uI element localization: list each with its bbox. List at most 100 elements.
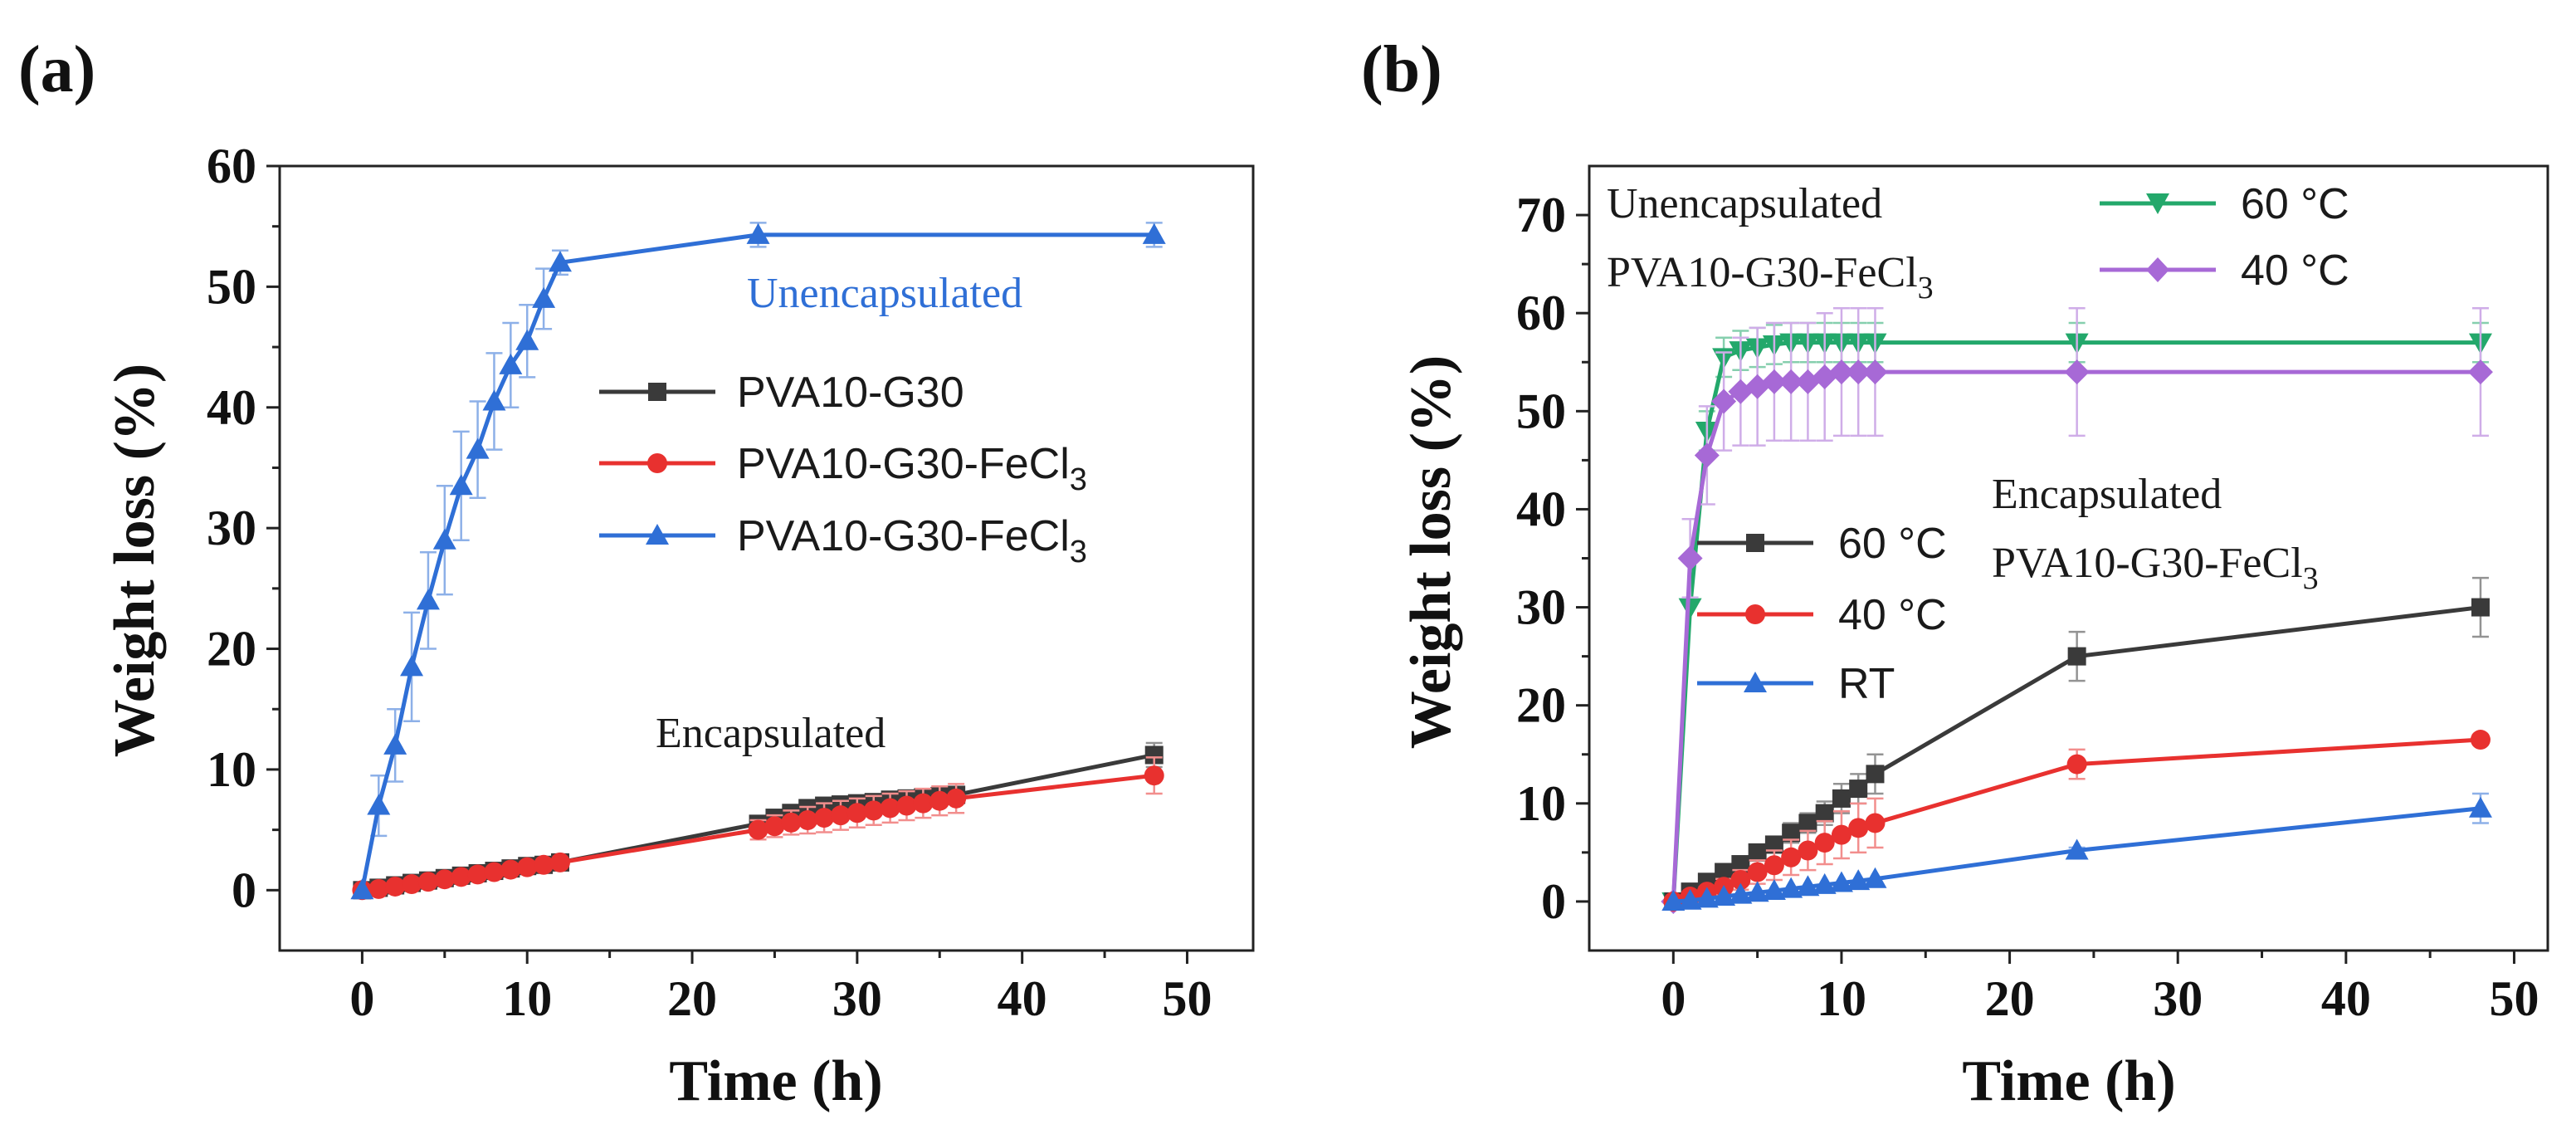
legend-marker-diamond	[2146, 257, 2169, 282]
legend-item-60c-encapsulated: 60 °C	[1697, 520, 1947, 568]
marker-circle	[1144, 765, 1164, 786]
marker-diamond	[1862, 359, 1888, 385]
marker-circle	[402, 874, 422, 895]
marker-square	[1815, 804, 1834, 823]
marker-circle	[929, 790, 950, 811]
y-tick-label: 60	[207, 139, 256, 193]
marker-circle	[781, 812, 802, 833]
marker-circle	[830, 805, 851, 826]
marker-circle	[764, 816, 785, 837]
series-pva10-g30-fecl3	[352, 756, 1164, 901]
legend-label: 40 °C	[1838, 591, 1947, 639]
marker-circle	[863, 800, 884, 821]
marker-square	[1849, 780, 1868, 799]
chart-a: 0 10 20 30 40 50 0 10 20 30 40 50 60 Time (h) Weight…	[103, 139, 1255, 1113]
marker-square	[1866, 765, 1885, 784]
legend-item-60c-unencapsulated: 60 °C	[2100, 180, 2349, 228]
marker-circle	[1730, 869, 1751, 890]
annotation-unencapsulated-b: Unencapsulated PVA10-G30-FeCl3	[1607, 180, 1934, 305]
x-tick-label: 50	[2489, 971, 2539, 1026]
legend-item-pva10-g30-fecl3: PVA10-G30-FeCl3	[599, 440, 1087, 497]
legend-label: 60 °C	[2241, 180, 2349, 228]
y-tick-label: 50	[207, 259, 256, 314]
marker-square	[1782, 824, 1801, 843]
legend-marker-triangle	[1744, 672, 1767, 692]
marker-triangle-up	[383, 733, 407, 755]
x-tick-label: 30	[2153, 971, 2203, 1026]
legend-marker-circle	[1745, 604, 1765, 624]
y-tick-label: 40	[207, 380, 256, 435]
y-tick-label: 20	[1516, 678, 1566, 733]
marker-diamond	[1677, 545, 1703, 571]
marker-triangle-up	[548, 251, 572, 272]
x-tick-label: 30	[832, 971, 882, 1026]
marker-circle	[1781, 847, 1802, 868]
y-tick-label: 20	[207, 622, 256, 677]
marker-diamond	[1846, 359, 1871, 385]
marker-square	[1144, 745, 1164, 765]
annotation-text: PVA10-G30-FeCl3	[1992, 540, 2319, 596]
marker-circle	[1865, 813, 1886, 833]
marker-square	[1748, 843, 1767, 862]
y-tick-label: 60	[1516, 286, 1566, 340]
marker-triangle-up	[1745, 881, 1769, 902]
marker-triangle-up	[1796, 875, 1820, 897]
marker-circle	[385, 876, 406, 897]
y-tick-label: 10	[1516, 776, 1566, 831]
plot-area-b: 0 10 20 30 40 50 0 10 20 30 40 50 60 70	[1516, 164, 2549, 1026]
marker-triangle-up	[1762, 878, 1786, 900]
marker-triangle-up	[1712, 885, 1736, 907]
legend-marker-square	[1746, 534, 1764, 552]
y-tick-label: 30	[1516, 580, 1566, 635]
x-tick-label: 0	[349, 971, 374, 1026]
x-tick-label: 40	[998, 971, 1047, 1026]
legend-label: PVA10-G30	[737, 369, 964, 417]
legend-item-pva10-g30: PVA10-G30	[599, 369, 964, 417]
marker-diamond	[1828, 359, 1854, 385]
marker-circle	[946, 788, 967, 809]
annotation-text: Unencapsulated	[1607, 180, 1882, 227]
plot-area-a: 0 10 20 30 40 50 0 10 20 30 40 50 60	[207, 139, 1255, 1026]
marker-triangle-up	[515, 329, 539, 350]
series-40-c	[1661, 307, 2493, 914]
legend-label: 40 °C	[2241, 247, 2349, 295]
series-60-c	[1664, 576, 2490, 911]
plot-frame	[278, 164, 1255, 952]
marker-circle	[500, 859, 521, 880]
legend-marker-triangle-down	[2146, 193, 2169, 214]
marker-triangle-up	[416, 589, 440, 610]
marker-triangle-up	[449, 474, 473, 496]
marker-triangle-up	[2468, 796, 2492, 818]
marker-circle	[896, 795, 917, 816]
marker-triangle-down	[1678, 598, 1702, 619]
marker-triangle-up	[1661, 889, 1686, 911]
series-pva10-g30-fecl3-unencapsulated-	[350, 222, 1166, 900]
y-tick-label: 50	[1516, 384, 1566, 438]
x-tick-label: 40	[2321, 971, 2371, 1026]
marker-circle	[2066, 754, 2087, 775]
marker-circle	[451, 867, 471, 887]
legend-item-40c-encapsulated: 40 °C	[1697, 591, 1947, 639]
marker-circle	[880, 798, 900, 819]
marker-square	[1764, 835, 1783, 854]
marker-circle	[913, 793, 934, 814]
marker-circle	[846, 803, 867, 824]
annotation-text: PVA10-G30-FeCl3	[1607, 249, 1934, 305]
marker-diamond	[2064, 359, 2090, 385]
marker-triangle-up	[466, 437, 490, 459]
marker-circle	[467, 864, 488, 885]
marker-circle	[748, 819, 768, 840]
marker-circle	[1798, 840, 1818, 861]
marker-circle	[517, 857, 538, 877]
marker-square	[2067, 647, 2086, 666]
marker-square	[1798, 814, 1817, 833]
marker-circle	[2470, 730, 2491, 750]
marker-circle	[1814, 833, 1835, 853]
x-axis-title-a: Time (h)	[669, 1049, 882, 1113]
marker-triangle-up	[1779, 877, 1803, 898]
marker-triangle-up	[1678, 888, 1702, 910]
marker-triangle-up	[1847, 869, 1871, 891]
x-axis-title-b: Time (h)	[1962, 1049, 2175, 1113]
marker-triangle-up	[1695, 887, 1719, 908]
